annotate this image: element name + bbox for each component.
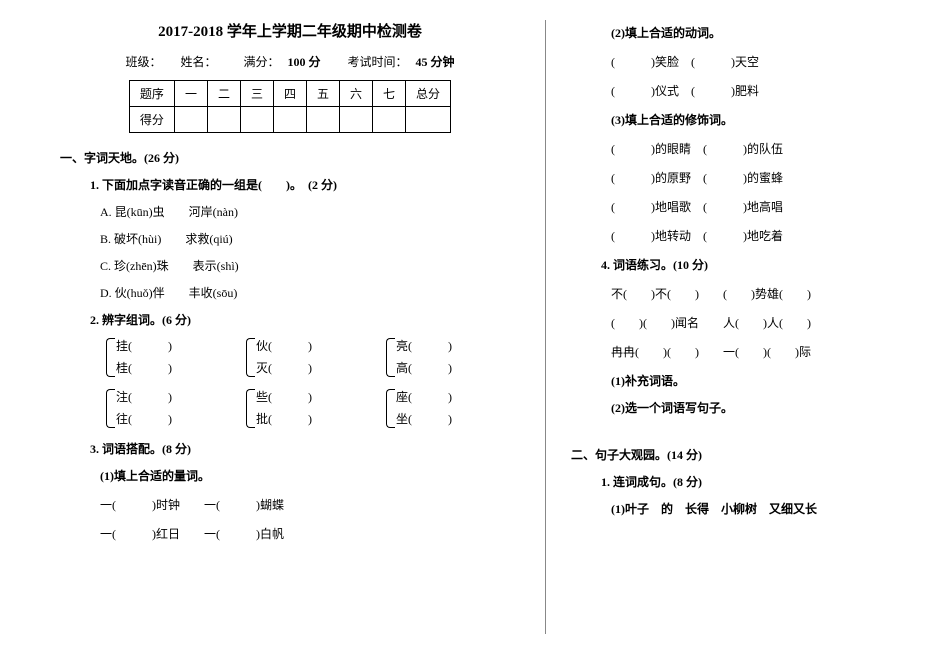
score-label: 得分 [129, 107, 174, 133]
pair-4: 注( ) 往( ) [100, 387, 210, 430]
q4-sub2: (2)选一个词语写句子。 [611, 399, 885, 416]
q4-line1: 不( )不( ) ( )势雄( ) [611, 285, 885, 302]
q1-option-a: A. 昆(kūn)虫 河岸(nàn) [100, 203, 520, 220]
pair6-bot: 坐( ) [396, 409, 490, 431]
th-5: 五 [307, 81, 340, 107]
score-total [406, 107, 451, 133]
pair-5: 些( ) 批( ) [240, 387, 350, 430]
pair1-bot: 桂( ) [116, 358, 210, 380]
q3-line3: ( )笑脸 ( )天空 [611, 53, 885, 70]
score-table: 题序 一 二 三 四 五 六 七 总分 得分 [129, 80, 451, 133]
q3-line4: ( )仪式 ( )肥料 [611, 82, 885, 99]
score-7 [373, 107, 406, 133]
th-4: 四 [273, 81, 306, 107]
s2-q1-text: 1. 连词成句。(8 分) [601, 473, 885, 490]
section2-heading: 二、句子大观园。(14 分) [571, 446, 885, 463]
q4-text: 4. 词语练习。(10 分) [601, 256, 885, 273]
pair1-top: 挂( ) [116, 336, 210, 358]
pair-2: 伙( ) 灭( ) [240, 336, 350, 379]
q3-line5: ( )的眼睛 ( )的队伍 [611, 140, 885, 157]
score-5 [307, 107, 340, 133]
q4-line2: ( )( )闻名 人( )人( ) [611, 314, 885, 331]
pair2-top: 伙( ) [256, 336, 350, 358]
q3-sub1: (1)填上合适的量词。 [100, 467, 520, 484]
s2-q1-line1: (1)叶子 的 长得 小柳树 又细又长 [611, 500, 885, 517]
score-1 [174, 107, 207, 133]
q3-line2: 一( )红日 一( )白帆 [100, 525, 520, 542]
q3-line6: ( )的原野 ( )的蜜蜂 [611, 169, 885, 186]
th-7: 七 [373, 81, 406, 107]
pair2-bot: 灭( ) [256, 358, 350, 380]
exam-title: 2017-2018 学年上学期二年级期中检测卷 [60, 20, 520, 41]
q3-line8: ( )地转动 ( )地吃着 [611, 227, 885, 244]
th-2: 二 [207, 81, 240, 107]
time-label: 考试时间：45 分钟 [340, 55, 455, 69]
q2-text: 2. 辨字组词。(6 分) [90, 311, 520, 328]
right-column: (2)填上合适的动词。 ( )笑脸 ( )天空 ( )仪式 ( )肥料 (3)填… [551, 20, 905, 634]
header-info: 班级： 姓名： 满分：100 分 考试时间：45 分钟 [60, 53, 520, 70]
th-total: 总分 [406, 81, 451, 107]
q3-line7: ( )地唱歌 ( )地高唱 [611, 198, 885, 215]
q1-option-d: D. 伙(huǒ)伴 丰收(sōu) [100, 284, 520, 301]
score-2 [207, 107, 240, 133]
q3-text: 3. 词语搭配。(8 分) [90, 440, 520, 457]
q2-row1: 挂( ) 桂( ) 伙( ) 灭( ) 亮( ) 高( ) [100, 336, 520, 379]
pair4-top: 注( ) [116, 387, 210, 409]
th-3: 三 [240, 81, 273, 107]
score-4 [273, 107, 306, 133]
q3-line1: 一( )时钟 一( )蝴蝶 [100, 496, 520, 513]
q2-row2: 注( ) 往( ) 些( ) 批( ) 座( ) 坐( ) [100, 387, 520, 430]
column-divider [545, 20, 546, 634]
class-label: 班级： [125, 55, 161, 69]
q3-sub3: (3)填上合适的修饰词。 [611, 111, 885, 128]
pair3-bot: 高( ) [396, 358, 490, 380]
th-6: 六 [340, 81, 373, 107]
pair-3: 亮( ) 高( ) [380, 336, 490, 379]
pair5-top: 些( ) [256, 387, 350, 409]
pair-1: 挂( ) 桂( ) [100, 336, 210, 379]
left-column: 2017-2018 学年上学期二年级期中检测卷 班级： 姓名： 满分：100 分… [40, 20, 540, 634]
table-score-row: 得分 [129, 107, 450, 133]
pair5-bot: 批( ) [256, 409, 350, 431]
pair-6: 座( ) 坐( ) [380, 387, 490, 430]
pair4-bot: 往( ) [116, 409, 210, 431]
q1-option-b: B. 破坏(hùi) 求救(qiú) [100, 230, 520, 247]
score-3 [240, 107, 273, 133]
th-seq: 题序 [129, 81, 174, 107]
section1-heading: 一、字词天地。(26 分) [60, 149, 520, 166]
pair3-top: 亮( ) [396, 336, 490, 358]
th-1: 一 [174, 81, 207, 107]
q1-option-c: C. 珍(zhēn)珠 表示(shì) [100, 257, 520, 274]
q3-sub2: (2)填上合适的动词。 [611, 24, 885, 41]
fullscore-label: 满分：100 分 [235, 55, 320, 69]
q1-text: 1. 下面加点字读音正确的一组是( )。 (2 分) [90, 176, 520, 193]
score-6 [340, 107, 373, 133]
table-header-row: 题序 一 二 三 四 五 六 七 总分 [129, 81, 450, 107]
name-label: 姓名： [180, 55, 216, 69]
q4-sub1: (1)补充词语。 [611, 372, 885, 389]
q4-line3: 冉冉( )( ) 一( )( )际 [611, 343, 885, 360]
pair6-top: 座( ) [396, 387, 490, 409]
